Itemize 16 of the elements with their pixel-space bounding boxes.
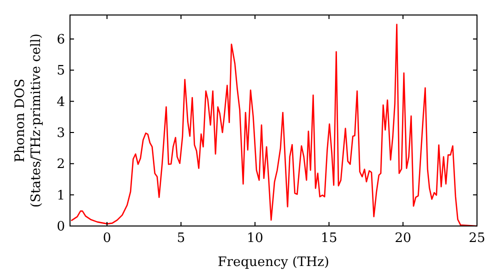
- x-axis-title: Frequency (THz): [218, 255, 330, 270]
- y-tick-label: 6: [56, 32, 65, 48]
- x-tick-label: 25: [468, 231, 486, 246]
- y-axis-title: Phonon DOS (States/THz·primitive cell): [13, 33, 44, 208]
- x-tick-label: 5: [176, 231, 186, 246]
- y-tick-label: 2: [56, 157, 65, 172]
- y-tick-label: 5: [56, 64, 65, 79]
- x-tick-label: 15: [320, 231, 338, 246]
- x-tick-label: 10: [246, 231, 264, 246]
- y-tick-label: 1: [56, 188, 65, 204]
- x-tick-label: 20: [394, 231, 412, 246]
- y-tick-label: 4: [56, 94, 65, 110]
- y-tick-label: 0: [56, 220, 65, 235]
- x-tick-label: 0: [102, 231, 112, 246]
- line-series: [70, 24, 477, 227]
- y-tick-label: 3: [56, 126, 65, 142]
